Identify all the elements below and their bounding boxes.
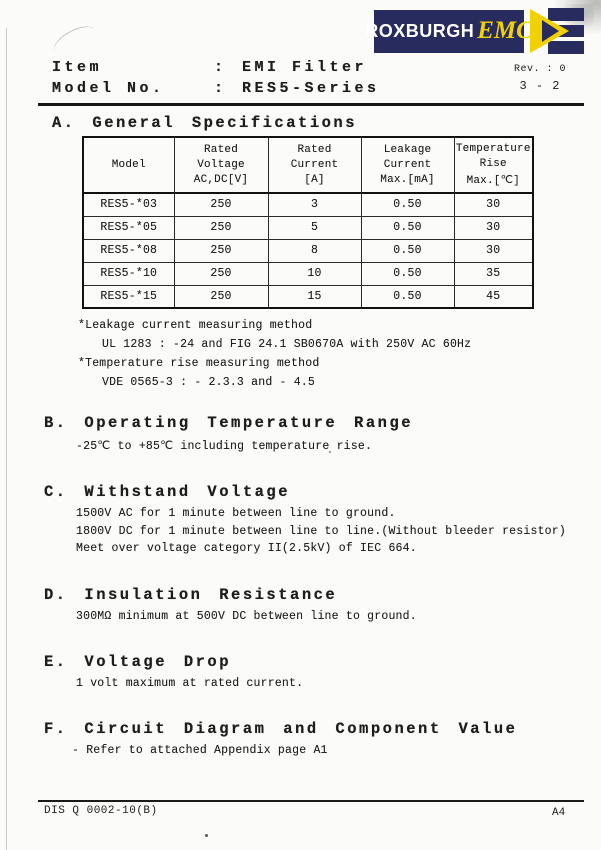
model-colon: : bbox=[214, 80, 227, 97]
spec-line: -25℃ to +85℃ including temperature rise. bbox=[76, 440, 373, 453]
spec-line: Meet over voltage category II(2.5kV) of … bbox=[76, 542, 417, 555]
page-reference: 3 - 2 bbox=[519, 79, 561, 93]
header-rule bbox=[38, 103, 584, 106]
spec-line: - Refer to attached Appendix page A1 bbox=[72, 744, 328, 757]
table-row: RES5-*05 250 5 0.50 30 bbox=[82, 215, 534, 240]
cell-leakage: 0.50 bbox=[360, 238, 455, 263]
section-a-title: A. General Specifications bbox=[52, 114, 358, 132]
document-header: Item : EMI Filter Model No. : RES5-Serie… bbox=[52, 57, 380, 99]
section-c-title: C. Withstand Voltage bbox=[44, 483, 291, 501]
model-label: Model No. bbox=[52, 80, 165, 97]
table-row: RES5-*15 250 15 0.50 45 bbox=[82, 284, 534, 309]
cell-model: RES5-*15 bbox=[82, 284, 175, 309]
section-f-title: F. Circuit Diagram and Component Value bbox=[44, 720, 518, 738]
col-header-rated-voltage: Rated Voltage AC,DC[V] bbox=[173, 136, 269, 194]
note-line: *Temperature rise measuring method bbox=[78, 357, 320, 370]
cell-voltage: 250 bbox=[173, 192, 269, 217]
scan-speck bbox=[329, 451, 331, 453]
cell-voltage: 250 bbox=[173, 261, 269, 286]
revision-number: Rev. : 0 bbox=[513, 64, 566, 75]
col-header-rated-current: Rated Current [A] bbox=[267, 136, 362, 194]
section-d-body: 300MΩ minimum at 500V DC between line to… bbox=[76, 608, 417, 626]
cell-voltage: 250 bbox=[173, 238, 269, 263]
spec-line: 1 volt maximum at rated current. bbox=[76, 677, 304, 690]
item-row: Item : EMI Filter bbox=[52, 57, 380, 78]
section-b-body: -25℃ to +85℃ including temperature rise. bbox=[76, 438, 372, 456]
item-value: EMI Filter bbox=[242, 59, 368, 76]
measurement-notes: *Leakage current measuring method UL 128… bbox=[78, 316, 471, 392]
logo-flag-icon bbox=[530, 8, 584, 54]
cell-voltage: 250 bbox=[173, 284, 269, 309]
table-row: RES5-*08 250 8 0.50 30 bbox=[82, 238, 534, 263]
col-header-leakage-current: Leakage Current Max.[mA] bbox=[360, 136, 455, 194]
logo-emc-text: EMC bbox=[477, 17, 533, 44]
spec-line: 1800V DC for 1 minute between line to li… bbox=[76, 524, 566, 538]
general-specifications-table: Model Rated Voltage AC,DC[V] Rated Curre… bbox=[82, 136, 534, 309]
scan-edge-artifact bbox=[6, 28, 7, 850]
paper-size-label: A4 bbox=[552, 807, 566, 819]
cell-temp-rise: 30 bbox=[453, 192, 534, 217]
cell-temp-rise: 30 bbox=[453, 238, 534, 263]
section-d-title: D. Insulation Resistance bbox=[44, 586, 338, 604]
section-f-body: - Refer to attached Appendix page A1 bbox=[72, 742, 328, 760]
scan-speck bbox=[205, 834, 208, 837]
cell-leakage: 0.50 bbox=[360, 215, 455, 240]
model-value: RES5-Series bbox=[242, 80, 380, 97]
model-row: Model No. : RES5-Series bbox=[52, 78, 380, 99]
note-line: *Leakage current measuring method bbox=[78, 319, 313, 332]
col-header-model: Model bbox=[82, 136, 175, 194]
section-e-body: 1 volt maximum at rated current. bbox=[76, 675, 303, 693]
spec-line: 1500V AC for 1 minute between line to gr… bbox=[76, 507, 396, 520]
item-label: Item bbox=[52, 59, 103, 76]
cell-leakage: 0.50 bbox=[360, 261, 455, 286]
cell-leakage: 0.50 bbox=[360, 192, 455, 217]
cell-current: 15 bbox=[267, 284, 362, 309]
cell-current: 3 bbox=[267, 192, 362, 217]
cell-voltage: 250 bbox=[173, 215, 269, 240]
footer-rule bbox=[38, 800, 584, 802]
scan-scribble-artifact bbox=[49, 20, 101, 62]
item-colon: : bbox=[214, 59, 227, 76]
cell-temp-rise: 35 bbox=[453, 261, 534, 286]
table-row: RES5-*03 250 3 0.50 30 bbox=[82, 192, 534, 217]
revision-block: Rev. : 0 3 - 2 bbox=[504, 64, 576, 93]
cell-temp-rise: 45 bbox=[453, 284, 534, 309]
table-row: RES5-*10 250 10 0.50 35 bbox=[82, 261, 534, 286]
cell-model: RES5-*10 bbox=[82, 261, 175, 286]
cell-current: 8 bbox=[267, 238, 362, 263]
cell-model: RES5-*08 bbox=[82, 238, 175, 263]
note-line: VDE 0565-3 : - 2.3.3 and - 4.5 bbox=[102, 376, 316, 389]
note-line: UL 1283 : -24 and FIG 24.1 SB0670A with … bbox=[102, 338, 472, 351]
col-header-temperature-rise: Temperature Rise Max.[℃] bbox=[453, 136, 534, 194]
company-logo: ROXBURGH EMC bbox=[365, 8, 584, 54]
section-e-title: E. Voltage Drop bbox=[44, 653, 232, 671]
cell-current: 5 bbox=[267, 215, 362, 240]
document-code: DIS Q 0002-10(B) bbox=[44, 805, 158, 817]
cell-current: 10 bbox=[267, 261, 362, 286]
cell-leakage: 0.50 bbox=[360, 284, 455, 309]
section-b-title: B. Operating Temperature Range bbox=[44, 414, 414, 432]
table-header-row: Model Rated Voltage AC,DC[V] Rated Curre… bbox=[82, 136, 534, 194]
cell-temp-rise: 30 bbox=[453, 215, 534, 240]
spec-line: 300MΩ minimum at 500V DC between line to… bbox=[76, 610, 417, 623]
cell-model: RES5-*05 bbox=[82, 215, 175, 240]
section-c-body: 1500V AC for 1 minute between line to gr… bbox=[76, 505, 566, 558]
logo-brand-text: ROXBURGH bbox=[365, 20, 475, 41]
cell-model: RES5-*03 bbox=[82, 192, 175, 217]
logo-wordmark: ROXBURGH EMC bbox=[365, 9, 533, 53]
